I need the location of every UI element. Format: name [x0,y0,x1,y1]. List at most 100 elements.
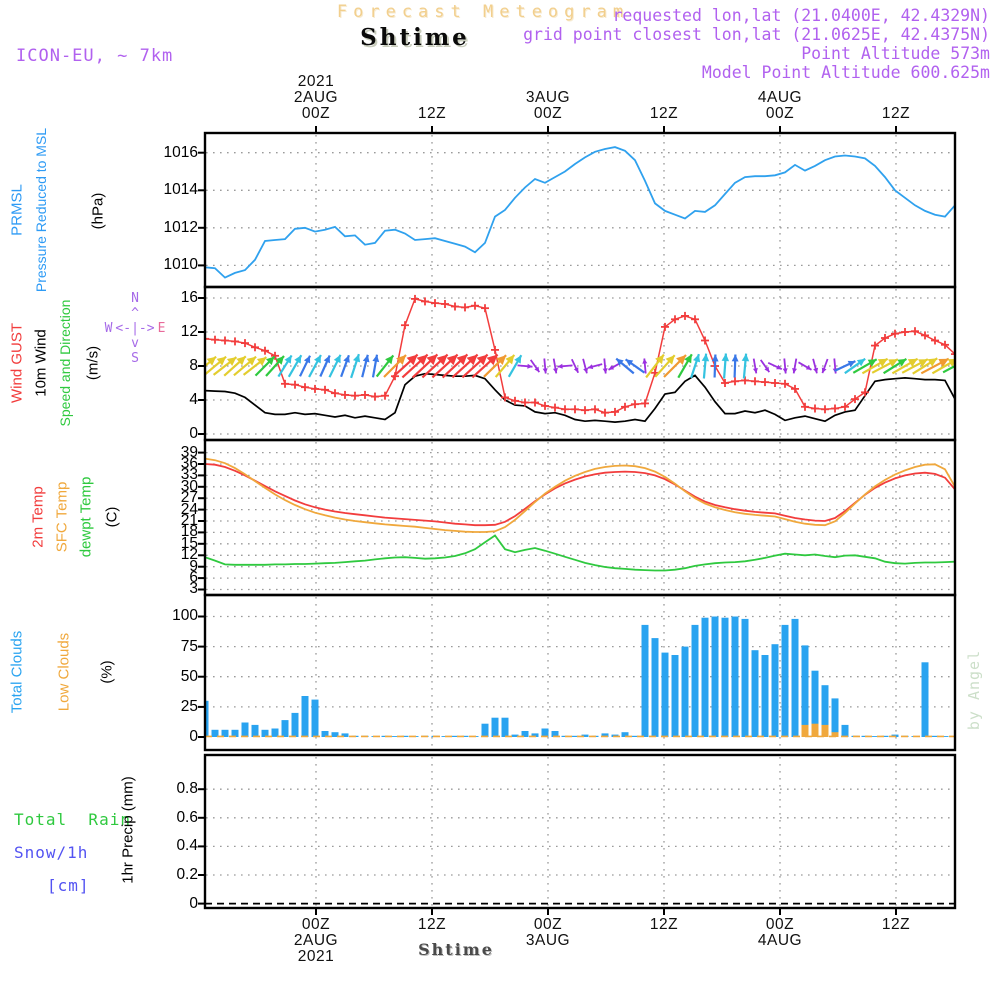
y-tick-label-pressure: 1016 [163,144,198,161]
time-tick-label-top: 2AUG [293,89,339,106]
model-label: ICON-EU, ~ 7km [16,46,174,66]
chart-title: Forecast Meteogram [336,2,630,22]
y-tick-label-temperature: 3 [189,580,198,597]
footer-station-label: Shtime [418,940,494,959]
y-tick-label-wind: 8 [189,357,198,374]
snow-unit-label: [cm] [47,876,90,895]
y-tick-label-temperature: 21 [180,512,198,529]
snow-label: Snow/1h [14,843,89,862]
y-tick-label-temperature: 6 [189,569,198,586]
y-tick-label-temperature: 33 [180,466,198,483]
t2m-line [205,463,955,527]
time-tick-label-bottom: 12Z [881,916,911,933]
panel-side-label: SFC Temp [53,481,71,553]
gust-plus-markers [205,294,955,417]
y-tick-label-temperature: 24 [180,501,198,518]
y-tick-label-wind: 0 [189,425,198,442]
time-tick-label-bottom: 00Z [301,916,331,933]
y-tick-label-temperature: 27 [180,489,198,506]
compass-cross-icon: <-|-> [115,321,155,336]
compass-north: N [131,291,139,306]
panel-side-label: dewpt Temp [77,476,95,558]
panel-side-label: Wind GUST [8,322,26,404]
y-tick-label-clouds: 25 [180,698,198,715]
panel-side-label: 2m Temp [29,486,47,548]
y-tick-label-precip: 0.8 [176,780,198,797]
y-tick-label-precip: 0.6 [176,809,198,826]
compass-arrow-down: v [131,336,139,351]
model-point-altitude: Model Point Altitude 600.625m [701,63,990,82]
y-tick-label-clouds: 50 [180,668,198,685]
station-title: Shtime [360,24,470,51]
time-tick-label-top: 2021 [297,73,335,90]
time-tick-label-top: 00Z [533,105,563,122]
panel-side-label: Pressure Reduced to MSL [33,127,49,293]
compass-south: S [131,351,139,366]
total-rain-label: Total Rain [14,810,131,829]
y-tick-label-wind: 16 [180,289,198,306]
panel-side-label: Speed and Direction [57,299,73,427]
y-tick-label-temperature: 30 [180,478,198,495]
panel-side-label: (C) [103,506,121,528]
y-tick-label-pressure: 1010 [163,256,198,273]
y-tick-label-temperature: 15 [180,535,198,552]
watermark: by Angel [965,649,983,731]
y-tick-label-precip: 0.2 [176,866,198,883]
y-tick-label-temperature: 12 [180,546,198,563]
series-layer [205,146,955,905]
y-tick-label-precip: 0 [189,895,198,912]
panel-borders [203,131,957,910]
y-tick-label-temperature: 18 [180,523,198,540]
time-tick-label-bottom: 4AUG [757,932,803,949]
y-tick-label-clouds: 100 [172,607,198,624]
dewpt-line [205,534,955,572]
y-tick-label-temperature: 36 [180,455,198,472]
panel-side-label: (%) [98,660,116,684]
time-tick-label-top: 00Z [765,105,795,122]
compass-west: W [104,321,113,336]
sfc-temp-line [205,457,955,533]
panel-side-label: Low Clouds [55,632,73,712]
y-tick-label-wind: 12 [180,323,198,340]
time-tick-label-top: 3AUG [525,89,571,106]
grid-point-lonlat: grid point closest lon,lat (21.0625E, 42… [523,25,990,44]
time-tick-label-bottom: 00Z [533,916,563,933]
time-tick-label-top: 4AUG [757,89,803,106]
y-tick-label-pressure: 1014 [163,181,198,198]
prmsl-line [205,146,955,279]
panel-side-label: 1hr Precip (mm) [119,776,137,884]
y-tick-label-clouds: 0 [189,728,198,745]
wind-direction-arrows [205,353,955,379]
time-tick-label-top: 12Z [649,105,679,122]
panel-side-label: Total Clouds [8,630,26,714]
requested-lonlat: requested lon,lat (21.0400E, 42.4329N) [612,6,991,25]
time-tick-label-bottom: 12Z [417,916,447,933]
time-tick-label-top: 12Z [881,105,911,122]
y-tick-label-temperature: 9 [189,558,198,575]
time-tick-label-bottom: 00Z [765,916,795,933]
compass-arrow-up: ^ [131,306,139,321]
total-cloud-bars [205,616,955,737]
y-tick-label-precip: 0.4 [176,837,198,854]
time-tick-label-bottom: 3AUG [525,932,571,949]
y-tick-label-clouds: 75 [180,638,198,655]
compass-east: E [157,321,166,336]
low-cloud-bars [801,723,839,737]
gridlines [206,135,954,906]
compass-rose: N ^ W <-|-> E v S [92,291,178,366]
y-tick-label-temperature: 39 [180,444,198,461]
panel-side-label: (m/s) [84,345,102,381]
time-tick-label-top: 12Z [417,105,447,122]
point-altitude: Point Altitude 573m [801,44,990,63]
panel-side-label: 10m Wind [32,329,50,397]
gust-line [205,298,955,414]
panel-side-label: PRMSL [8,184,26,236]
request-meta-block: requested lon,lat (21.0400E, 42.4329N) g… [523,6,990,82]
time-tick-label-top: 00Z [301,105,331,122]
time-tick-label-bottom: 12Z [649,916,679,933]
time-tick-label-bottom: 2AUG [293,932,339,949]
y-tick-label-pressure: 1012 [163,219,198,236]
time-tick-label-bottom: 2021 [297,948,335,965]
panel-side-label: (hPa) [89,192,107,230]
